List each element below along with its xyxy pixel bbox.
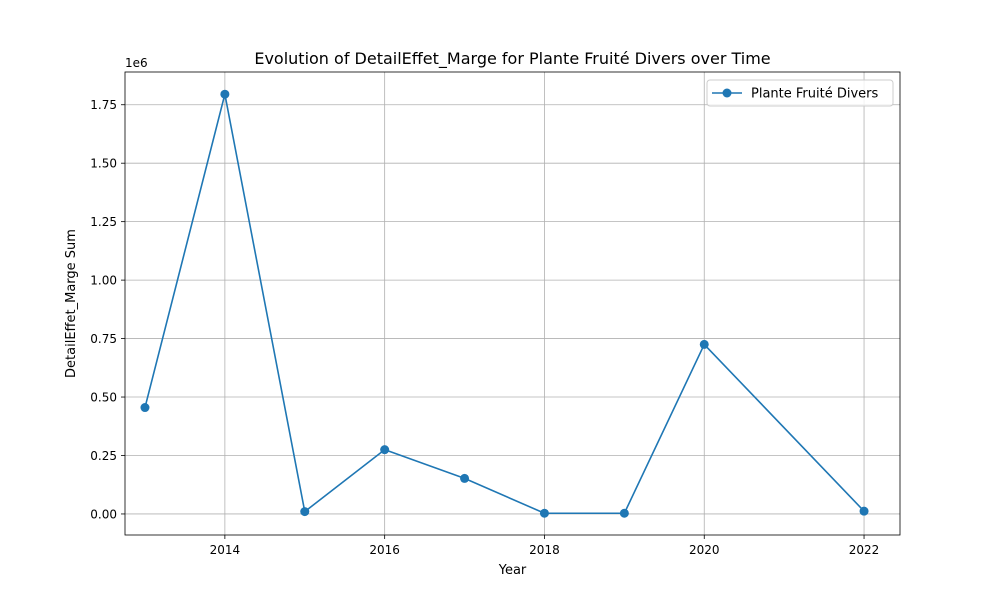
data-point xyxy=(619,508,629,518)
legend-label: Plante Fruité Divers xyxy=(751,87,878,102)
data-point xyxy=(140,403,150,413)
y-offset-label: 1e6 xyxy=(125,56,148,70)
x-tick-label: 2014 xyxy=(210,543,241,557)
y-tick-label: 1.75 xyxy=(90,98,117,112)
x-axis-label: Year xyxy=(498,563,527,578)
x-tick-label: 2018 xyxy=(529,543,560,557)
chart-title: Evolution of DetailEffet_Marge for Plant… xyxy=(254,49,770,69)
y-tick-label: 1.25 xyxy=(90,215,117,229)
series-layer xyxy=(140,89,869,518)
data-point xyxy=(699,339,709,349)
data-point xyxy=(859,506,869,516)
y-axis-label: DetailEffet_Marge Sum xyxy=(64,229,79,378)
legend: Plante Fruité Divers xyxy=(706,79,894,107)
plot-frame xyxy=(124,71,901,536)
y-tick-label: 0.00 xyxy=(90,507,117,521)
x-tick-label: 2016 xyxy=(369,543,400,557)
y-tick-label: 0.75 xyxy=(90,332,117,346)
data-point xyxy=(300,507,310,517)
legend-box xyxy=(706,79,894,107)
y-tick-label: 0.25 xyxy=(90,449,117,463)
x-tick-label: 2020 xyxy=(689,543,720,557)
x-tick-label: 2022 xyxy=(849,543,880,557)
data-point xyxy=(460,473,470,483)
y-tick-label: 1.00 xyxy=(90,274,117,288)
y-tick-label: 1.50 xyxy=(90,157,117,171)
data-point xyxy=(220,89,230,99)
data-point xyxy=(380,445,390,455)
grid xyxy=(125,72,900,535)
data-point xyxy=(539,508,549,518)
series-line xyxy=(144,93,865,515)
legend-point-marker xyxy=(722,88,732,98)
ticks: 2014 2016 2018 2020 2022 0.00 0.25 0.50 0.75 1.00… xyxy=(90,98,879,557)
y-tick-label: 0.50 xyxy=(90,391,117,405)
